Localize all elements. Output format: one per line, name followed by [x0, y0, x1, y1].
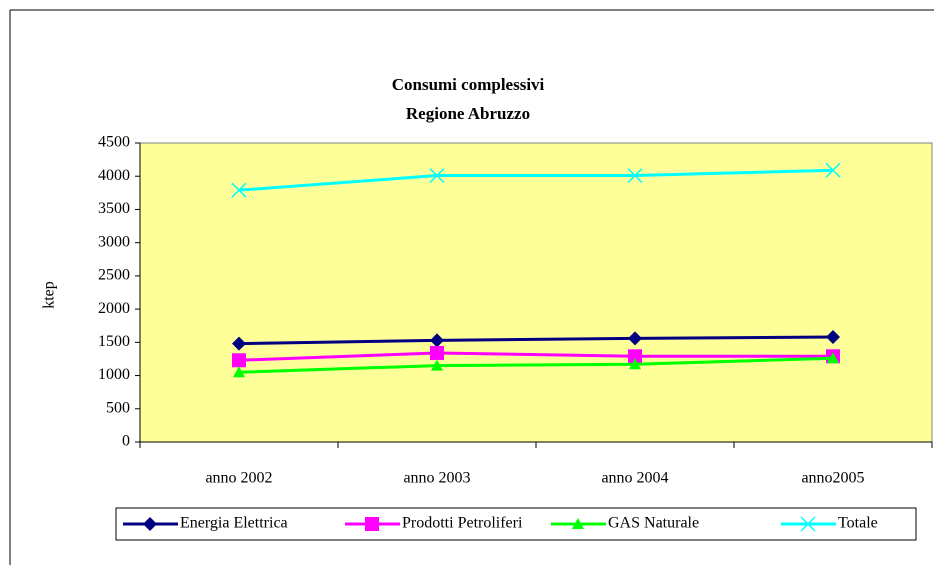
series-line — [238, 356, 834, 374]
marker — [430, 345, 444, 360]
marker — [572, 518, 584, 529]
marker — [143, 517, 157, 531]
x-tick-label: anno 2002 — [205, 470, 272, 487]
legend-label: GAS Naturale — [608, 515, 699, 532]
series-line — [238, 351, 833, 362]
series-line — [238, 168, 834, 192]
marker — [628, 331, 642, 346]
y-tick-label: 3000 — [98, 233, 130, 250]
legend-label: Energia Elettrica — [180, 515, 288, 532]
marker — [627, 168, 643, 184]
x-tick-label: anno 2003 — [403, 470, 470, 487]
y-tick-label: 3500 — [98, 200, 130, 217]
y-tick-label: 2000 — [98, 300, 130, 317]
plot-area — [139, 142, 933, 443]
y-tick-label: 2500 — [98, 267, 130, 284]
chart-subtitle: Regione Abruzzo — [406, 104, 530, 123]
marker — [629, 358, 641, 370]
x-tick-label: anno 2004 — [601, 470, 668, 487]
marker — [429, 168, 445, 184]
marker — [365, 517, 379, 531]
y-tick-label: 4000 — [98, 167, 130, 184]
marker — [232, 353, 246, 368]
marker — [628, 349, 642, 364]
y-tick-label: 1000 — [98, 366, 130, 383]
y-tick-label: 500 — [106, 399, 130, 416]
marker — [431, 359, 443, 371]
marker — [800, 516, 816, 532]
marker — [826, 330, 840, 345]
y-tick-label: 4500 — [98, 134, 130, 151]
marker — [430, 333, 444, 348]
marker — [233, 366, 245, 378]
series-line — [238, 335, 834, 346]
marker — [827, 352, 839, 364]
marker — [232, 336, 246, 351]
chart-title: Consumi complessivi — [392, 75, 545, 94]
legend-label: Totale — [838, 515, 878, 532]
marker — [231, 182, 247, 198]
y-axis-label: ktep — [41, 281, 58, 309]
x-tick-label: anno2005 — [801, 470, 864, 487]
marker — [825, 162, 841, 178]
y-tick-label: 1500 — [98, 333, 130, 350]
y-tick-label: 0 — [122, 433, 130, 450]
legend-label: Prodotti Petroliferi — [402, 515, 523, 532]
